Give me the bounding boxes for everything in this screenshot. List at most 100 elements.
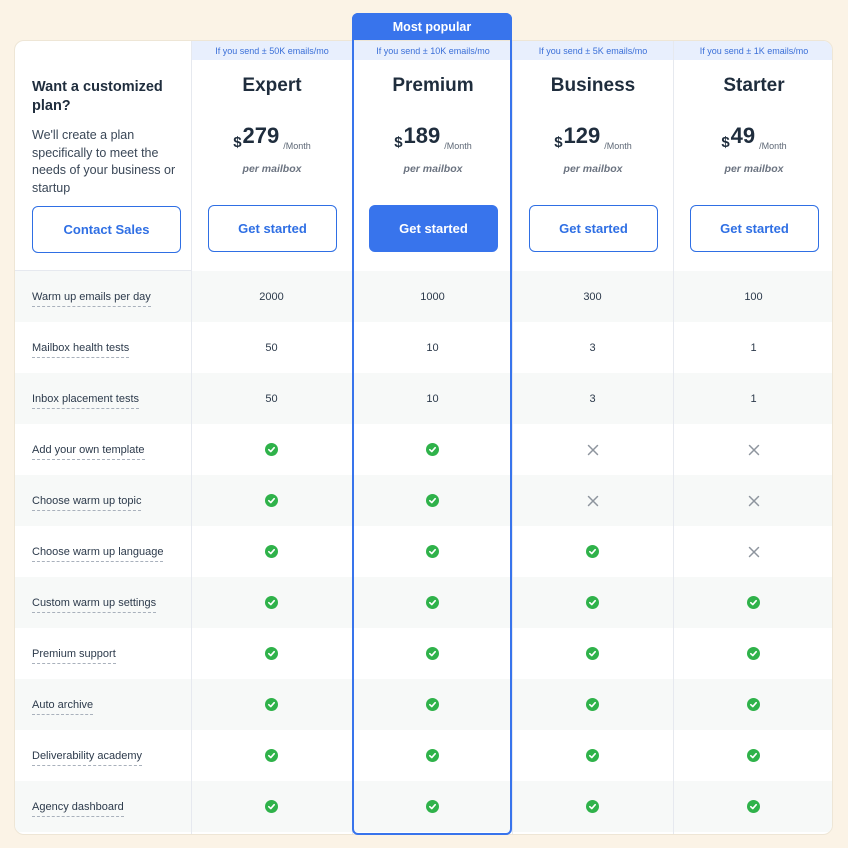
column-divider [512,271,513,834]
feature-label[interactable]: Premium support [32,628,116,679]
feature-cell [352,526,513,577]
pricing-table: Want a customized plan? We'll create a p… [14,40,833,835]
feature-cell: 50 [191,373,352,424]
plan-volume-note: If you send ± 1K emails/mo [674,41,832,60]
feature-label-text: Choose warm up topic [32,495,142,511]
price-unit: per mailbox [403,163,463,175]
feature-label[interactable]: Inbox placement tests [32,373,140,424]
feature-row: Choose warm up topic [15,475,832,526]
feature-cell: 300 [512,271,673,322]
check-icon [586,545,599,558]
feature-label-text: Custom warm up settings [32,597,157,613]
feature-row: Deliverability academy [15,730,832,781]
plan-column-premium: If you send ± 10K emails/mo Premium $189/M… [352,41,513,271]
feature-cell [673,577,832,628]
feature-cell: 1000 [352,271,513,322]
feature-row: Premium support [15,628,832,679]
price-amount: 279 [242,123,280,148]
feature-cell [673,730,832,781]
column-divider [352,271,353,834]
price-period: /Month [604,141,632,151]
feature-cell: 10 [352,373,513,424]
feature-label[interactable]: Warm up emails per day [32,271,151,322]
feature-label[interactable]: Mailbox health tests [32,322,130,373]
custom-plan-title: Want a customized plan? [32,79,163,114]
custom-plan-description: We'll create a plan specifically to meet… [32,128,176,195]
get-started-button-starter[interactable]: Get started [690,205,819,252]
feature-row: Add your own template [15,424,832,475]
feature-cell: 1 [673,373,832,424]
price-period: /Month [759,141,787,151]
feature-label-text: Add your own template [32,444,145,460]
feature-cell [191,577,352,628]
feature-cell [512,475,673,526]
price-unit: per mailbox [724,163,784,175]
feature-value: 100 [744,290,763,303]
feature-cell [352,781,513,832]
feature-cell [191,781,352,832]
feature-label[interactable]: Auto archive [32,679,94,730]
plan-price: $279/Month [192,123,352,151]
plan-price: $189/Month [353,123,513,151]
check-icon [426,647,439,660]
feature-label[interactable]: Choose warm up language [32,526,164,577]
feature-label-text: Auto archive [32,699,94,715]
feature-label[interactable]: Agency dashboard [32,781,124,832]
most-popular-badge: Most popular [352,13,512,40]
check-icon [265,545,278,558]
check-icon [426,545,439,558]
plan-price: $49/Month [674,123,832,151]
get-started-button-premium[interactable]: Get started [369,205,498,252]
feature-label-text: Agency dashboard [32,801,124,817]
feature-cell [191,628,352,679]
feature-row: Auto archive [15,679,832,730]
feature-label[interactable]: Custom warm up settings [32,577,157,628]
feature-cell [352,577,513,628]
column-divider [673,271,674,834]
check-icon [265,494,278,507]
price-period: /Month [444,141,472,151]
check-icon [586,596,599,609]
feature-value: 10 [426,341,439,354]
currency-symbol: $ [394,134,403,151]
feature-value: 3 [589,341,596,354]
feature-cell: 3 [512,373,673,424]
get-started-button-expert[interactable]: Get started [208,205,337,252]
feature-cell [191,679,352,730]
plan-price: $129/Month [513,123,673,151]
feature-label-text: Mailbox health tests [32,342,130,358]
check-icon [586,800,599,813]
feature-value: 1000 [420,290,445,303]
plan-column-business: If you send ± 5K emails/mo Business $129/M… [512,41,673,271]
check-icon [747,698,760,711]
feature-cell: 2000 [191,271,352,322]
plan-name: Business [550,75,636,96]
check-icon [747,749,760,762]
feature-cell [512,424,673,475]
get-started-button-business[interactable]: Get started [529,205,658,252]
feature-cell [673,526,832,577]
feature-cell [512,577,673,628]
feature-cell [673,475,832,526]
check-icon [426,749,439,762]
column-divider [191,271,192,834]
feature-label[interactable]: Add your own template [32,424,145,475]
feature-cell [352,679,513,730]
feature-cell: 50 [191,322,352,373]
feature-cell [673,679,832,730]
feature-cell [191,424,352,475]
feature-label[interactable]: Deliverability academy [32,730,143,781]
feature-label[interactable]: Choose warm up topic [32,475,142,526]
check-icon [586,749,599,762]
contact-sales-button[interactable]: Contact Sales [32,206,181,253]
check-icon [426,596,439,609]
feature-cell [512,679,673,730]
feature-cell: 10 [352,322,513,373]
plan-volume-note: If you send ± 5K emails/mo [513,41,673,60]
feature-cell [191,526,352,577]
plan-name: Starter [723,75,785,96]
check-icon [747,596,760,609]
check-icon [265,749,278,762]
price-unit: per mailbox [242,163,302,175]
feature-cell [673,781,832,832]
